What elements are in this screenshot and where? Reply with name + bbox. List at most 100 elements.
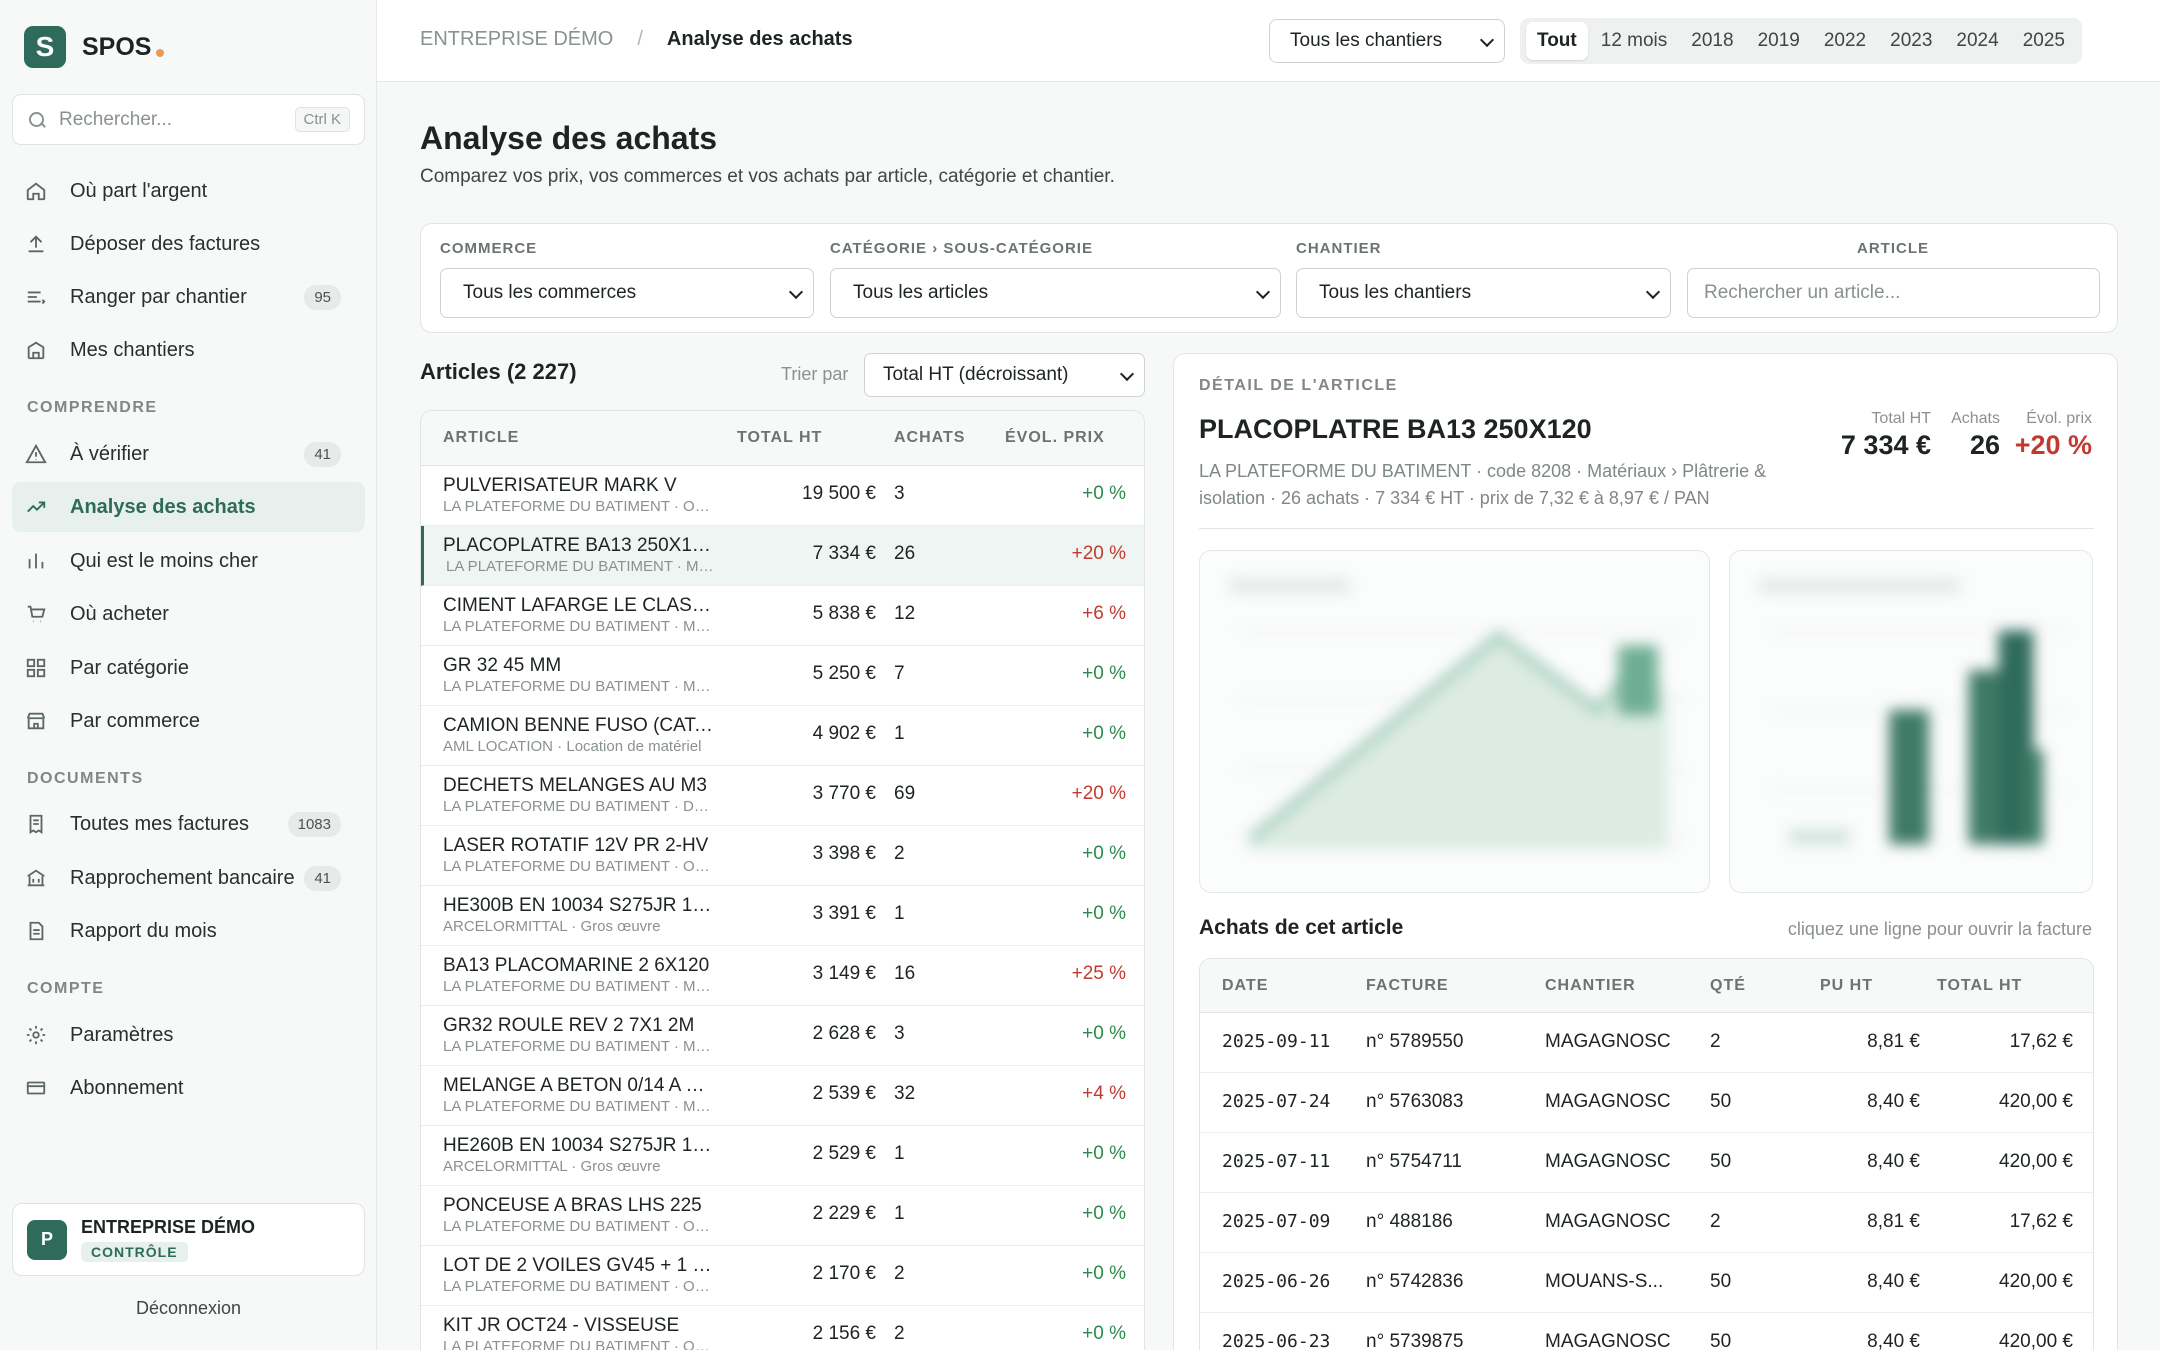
article-detail-panel: DÉTAIL DE L'ARTICLE PLACOPLATRE BA13 250…: [1173, 353, 2118, 1350]
nav-label: Où part l'argent: [70, 179, 208, 202]
column-header-date[interactable]: DATE: [1222, 977, 1269, 994]
brand[interactable]: S SPOS: [24, 26, 165, 68]
purchases-table: DATE FACTURE CHANTIER QTÉ PU HT TOTAL HT…: [1199, 958, 2094, 1350]
page-title: Analyse des achats: [420, 120, 718, 156]
article-total: 19 500 €: [802, 483, 876, 504]
article-supplier: LA PLATEFORME DU BATIMENT · Matériaux: [443, 678, 713, 695]
bar-chart-icon: [25, 550, 47, 572]
section-title-compte: COMPTE: [27, 980, 105, 997]
article-count: 1: [894, 1203, 905, 1224]
stat-total: Total HT 7 334 €: [1841, 410, 1931, 461]
logout-link[interactable]: Déconnexion: [135, 1298, 242, 1318]
article-label: ARTICLE: [1857, 240, 1929, 257]
chantier-select[interactable]: Tous les chantiers: [1296, 268, 1671, 318]
table-row[interactable]: CIMENT LAFARGE LE CLASSIQUE LA PLATEFORME…: [421, 586, 1144, 646]
period-tout[interactable]: Tout: [1526, 22, 1588, 60]
nav-item-parametres[interactable]: Paramètres: [12, 1010, 365, 1060]
nav-item-analyse-des-achats[interactable]: Analyse des achats: [12, 482, 365, 532]
article-search-input[interactable]: Rechercher un article...: [1687, 268, 2100, 318]
table-row[interactable]: GR 32 45 MM LA PLATEFORME DU BATIMENT · M…: [421, 646, 1144, 706]
table-header: ARTICLE TOTAL HT ACHATS ÉVOL. PRIX: [421, 411, 1144, 466]
column-header-pu[interactable]: PU HT: [1820, 977, 1873, 994]
column-header-article[interactable]: ARTICLE: [443, 429, 520, 446]
article-search-placeholder: Rechercher un article...: [1704, 282, 1901, 303]
column-header-achats[interactable]: ACHATS: [894, 429, 966, 446]
article-total: 3 149 €: [812, 963, 876, 984]
article-price-change: +20 %: [1071, 783, 1126, 804]
table-row[interactable]: GR32 ROULE REV 2 7X1 2M LA PLATEFORME DU …: [421, 1006, 1144, 1066]
nav-item-ou-part-largent[interactable]: Où part l'argent: [12, 166, 365, 216]
table-row[interactable]: CAMION BENNE FUSO (CAT. B) AML LOCATION ·…: [421, 706, 1144, 766]
table-row[interactable]: PLACOPLATRE BA13 250X120 LA PLATEFORME DU…: [421, 526, 1144, 586]
period-2024[interactable]: 2024: [1956, 30, 1999, 51]
brand-logo: S: [24, 26, 66, 68]
nav-item-toutes-mes-factures[interactable]: Toutes mes factures 1083: [12, 799, 365, 849]
table-row[interactable]: 2025-06-23 n° 5739875 MAGAGNOSC 50 8,40 € 420…: [1200, 1313, 2093, 1350]
table-row[interactable]: 2025-07-24 n° 5763083 MAGAGNOSC 50 8,40 € 420…: [1200, 1073, 2093, 1133]
nav-item-deposer-factures[interactable]: Déposer des factures: [12, 219, 365, 269]
purchase-qty: 50: [1710, 1271, 1732, 1292]
column-header-total[interactable]: TOTAL HT: [737, 429, 823, 446]
table-row[interactable]: 2025-07-09 n° 488186 MAGAGNOSC 2 8,81 € 17,62…: [1200, 1193, 2093, 1253]
table-row[interactable]: LOT DE 2 VOILES GV45 + 1 POTEAU LA PLATEF…: [421, 1246, 1144, 1306]
commerce-select[interactable]: Tous les commerces: [440, 268, 814, 318]
table-row[interactable]: KIT JR OCT24 - VISSEUSE LA PLATEFORME DU …: [421, 1306, 1144, 1350]
period-2019[interactable]: 2019: [1757, 30, 1800, 51]
article-name: PULVERISATEUR MARK V: [443, 475, 677, 496]
stat-value: +20 %: [2014, 430, 2092, 460]
table-row[interactable]: 2025-06-26 n° 5742836 MOUANS-S... 50 8,40 € 4…: [1200, 1253, 2093, 1313]
article-total: 3 398 €: [812, 843, 876, 864]
column-header-chantier[interactable]: CHANTIER: [1545, 977, 1636, 994]
article-count: 2: [894, 1263, 905, 1284]
nav-item-rapprochement-bancaire[interactable]: Rapprochement bancaire 41: [12, 853, 365, 903]
purchase-invoice: n° 5739875: [1366, 1331, 1464, 1350]
purchase-total: 17,62 €: [2009, 1031, 2073, 1052]
nav-item-qui-est-le-moins-cher[interactable]: Qui est le moins cher: [12, 536, 365, 586]
period-2023[interactable]: 2023: [1890, 30, 1933, 51]
article-name: BA13 PLACOMARINE 2 6X120: [443, 955, 710, 976]
period-2022[interactable]: 2022: [1823, 30, 1867, 51]
article-supplier: LA PLATEFORME DU BATIMENT · Déchets: [443, 798, 713, 815]
brand-dot: [156, 49, 165, 57]
period-2025[interactable]: 2025: [2022, 30, 2065, 51]
column-header-facture[interactable]: FACTURE: [1366, 977, 1449, 994]
table-row[interactable]: 2025-09-11 n° 5789550 MAGAGNOSC 2 8,81 € 17,6…: [1200, 1013, 2093, 1073]
table-row[interactable]: DECHETS MELANGES AU M3 LA PLATEFORME DU B…: [421, 766, 1144, 826]
column-header-qte[interactable]: QTÉ: [1710, 977, 1746, 994]
table-row[interactable]: BA13 PLACOMARINE 2 6X120 LA PLATEFORME DU…: [421, 946, 1144, 1006]
table-row[interactable]: MELANGE A BETON 0/14 A SAC LA PLATEFORME …: [421, 1066, 1144, 1126]
category-select[interactable]: Tous les articles: [830, 268, 1281, 318]
nav-item-par-commerce[interactable]: Par commerce: [12, 696, 365, 746]
nav-item-rapport-du-mois[interactable]: Rapport du mois: [12, 906, 365, 956]
company-switcher[interactable]: P ENTREPRISE DÉMO CONTRÔLE: [12, 1203, 365, 1276]
purchase-invoice: n° 488186: [1366, 1211, 1453, 1232]
article-supplier: LA PLATEFORME DU BATIMENT · Matériaux: [446, 558, 716, 575]
nav-item-mes-chantiers[interactable]: Mes chantiers: [12, 325, 365, 375]
sort-select[interactable]: Total HT (décroissant): [864, 353, 1145, 397]
nav-item-a-verifier[interactable]: À vérifier 41: [12, 429, 365, 479]
table-row[interactable]: LASER ROTATIF 12V PR 2-HV LA PLATEFORME D…: [421, 826, 1144, 886]
purchase-total: 420,00 €: [1999, 1091, 2073, 1112]
nav-item-par-categorie[interactable]: Par catégorie: [12, 643, 365, 693]
table-row[interactable]: 2025-07-11 n° 5754711 MAGAGNOSC 50 8,40 € 420…: [1200, 1133, 2093, 1193]
column-header-evol[interactable]: ÉVOL. PRIX: [1005, 429, 1105, 446]
article-total: 5 838 €: [812, 603, 876, 624]
table-row[interactable]: PULVERISATEUR MARK V LA PLATEFORME DU BAT…: [421, 466, 1144, 526]
count-badge: 95: [304, 284, 341, 310]
nav-label: Où acheter: [70, 602, 169, 625]
period-2018[interactable]: 2018: [1691, 30, 1734, 51]
period-12-mois[interactable]: 12 mois: [1600, 30, 1668, 51]
nav-item-abonnement[interactable]: Abonnement: [12, 1063, 365, 1113]
table-row[interactable]: HE260B EN 10034 S275JR 12M ARCELORMITTAL …: [421, 1126, 1144, 1186]
article-supplier: ARCELORMITTAL · Gros œuvre: [443, 1158, 661, 1175]
search-input[interactable]: Rechercher... Ctrl K: [12, 94, 365, 145]
column-header-total[interactable]: TOTAL HT: [1937, 977, 2023, 994]
table-row[interactable]: HE300B EN 10034 S275JR 12M ARCELORMITTAL …: [421, 886, 1144, 946]
breadcrumb-root[interactable]: ENTREPRISE DÉMO: [420, 28, 614, 50]
article-name: CAMION BENNE FUSO (CAT. B): [443, 715, 713, 736]
nav-item-ou-acheter[interactable]: Où acheter: [12, 589, 365, 639]
nav-item-ranger-par-chantier[interactable]: Ranger par chantier 95: [12, 272, 365, 322]
table-row[interactable]: PONCEUSE A BRAS LHS 225 LA PLATEFORME DU …: [421, 1186, 1144, 1246]
site-select[interactable]: Tous les chantiers: [1269, 19, 1505, 63]
receipt-icon: [25, 813, 47, 835]
